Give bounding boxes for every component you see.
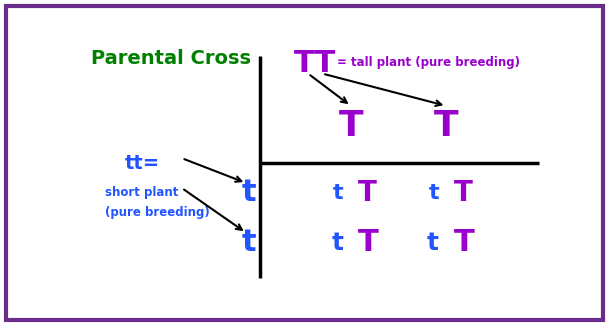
Text: T: T [339, 109, 363, 143]
Text: T: T [434, 109, 459, 143]
Text: t: t [241, 179, 256, 207]
Text: t: t [429, 183, 439, 203]
Text: T: T [453, 179, 472, 207]
Text: short plant: short plant [106, 186, 179, 200]
Text: TT: TT [294, 49, 336, 78]
Text: T: T [358, 179, 377, 207]
Text: (pure breeding): (pure breeding) [106, 206, 210, 219]
Text: = tall plant (pure breeding): = tall plant (pure breeding) [336, 56, 520, 69]
Text: t: t [333, 183, 344, 203]
Text: t: t [241, 228, 256, 257]
Text: tt=: tt= [124, 154, 160, 172]
Text: t: t [331, 231, 344, 255]
Text: Parental Cross: Parental Cross [91, 49, 251, 68]
Text: T: T [358, 228, 379, 257]
Text: T: T [453, 228, 474, 257]
Text: t: t [427, 231, 439, 255]
